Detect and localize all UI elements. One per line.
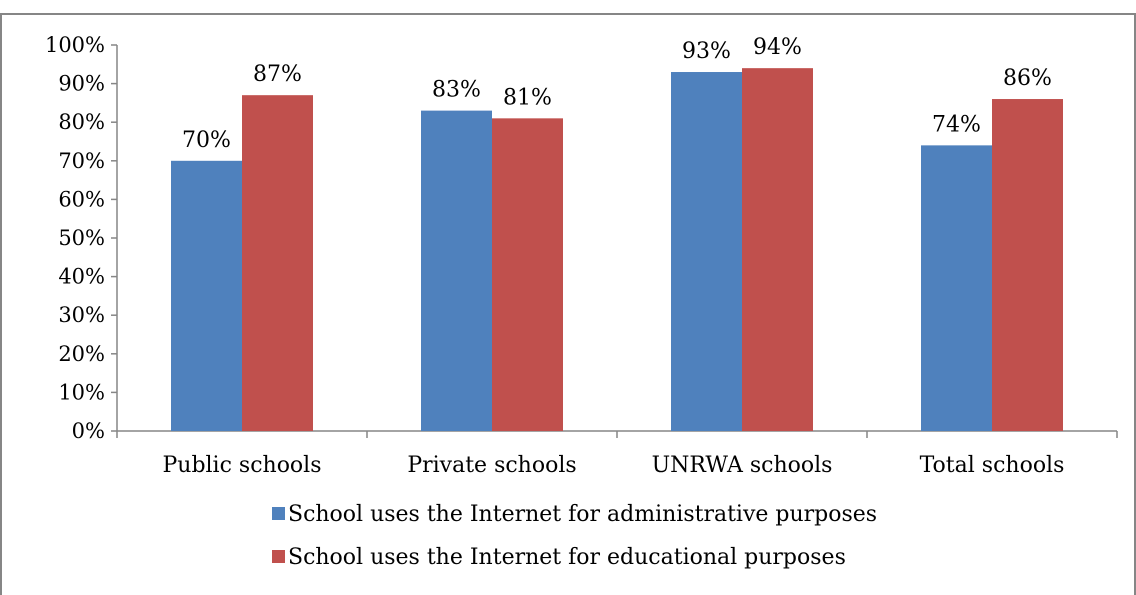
data-label: 94% [753, 35, 802, 60]
y-tick-label: 80% [58, 110, 105, 134]
category-label: Public schools [162, 453, 321, 478]
category-label: UNRWA schools [652, 453, 833, 478]
data-labels: 70% 87% 83% 81% 93% 94% 74% 86% [182, 35, 1052, 153]
data-label: 87% [253, 62, 302, 87]
y-tick-label: 50% [58, 226, 105, 250]
bars [171, 68, 1063, 432]
bar [742, 68, 813, 431]
data-label: 93% [682, 39, 731, 64]
data-label: 86% [1003, 66, 1052, 91]
y-tick-label: 90% [58, 72, 105, 96]
data-label: 83% [432, 78, 481, 103]
legend-swatch [272, 507, 285, 520]
y-tick-label: 70% [58, 149, 105, 173]
bar [492, 118, 563, 431]
y-tick-label: 60% [58, 187, 105, 211]
category-label: Private schools [407, 453, 576, 478]
y-tick-label: 10% [58, 380, 105, 404]
bar [671, 72, 742, 432]
data-label: 74% [932, 112, 981, 137]
data-label: 70% [182, 128, 231, 153]
axes: 0% 10% 20% 30% 40% 50% 60% 70% 80% 90% 100% Public … [45, 33, 1118, 478]
bar [992, 99, 1063, 431]
y-tick-label: 0% [72, 419, 105, 443]
y-tick-label: 20% [58, 342, 105, 366]
bar [921, 145, 992, 432]
legend-label: School uses the Internet for educational… [288, 545, 846, 570]
y-tick-label: 40% [58, 265, 105, 289]
legend-swatch [272, 550, 285, 563]
legend-label: School uses the Internet for administrat… [288, 502, 877, 527]
bar [242, 95, 313, 432]
y-tick-label: 100% [45, 33, 105, 57]
data-label: 81% [503, 85, 552, 110]
category-label: Total schools [920, 453, 1065, 478]
legend: School uses the Internet for administrat… [272, 502, 877, 570]
bar [421, 110, 492, 432]
bar [171, 160, 242, 432]
y-tick-label: 30% [58, 303, 105, 327]
